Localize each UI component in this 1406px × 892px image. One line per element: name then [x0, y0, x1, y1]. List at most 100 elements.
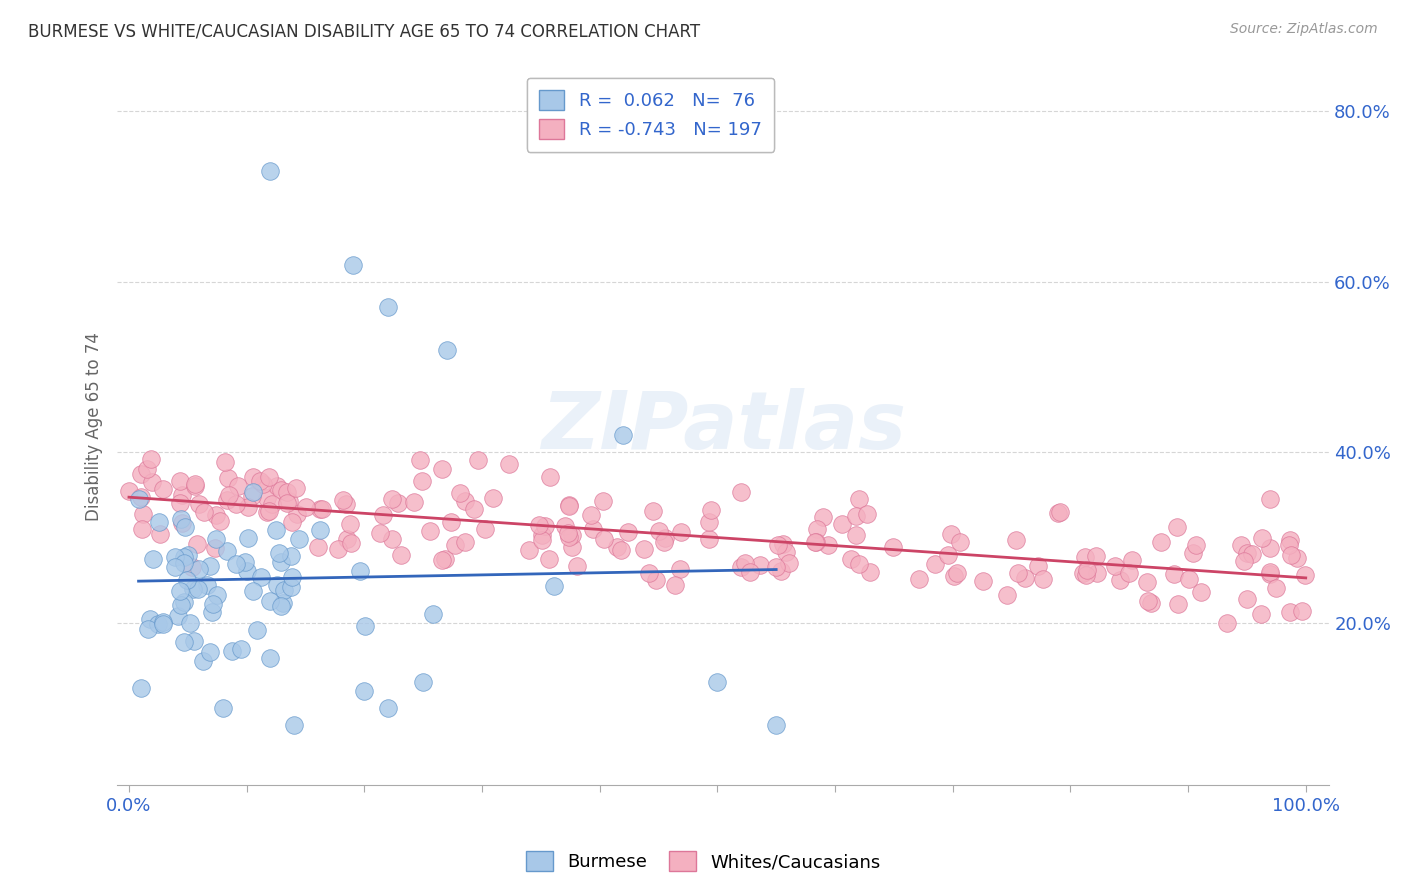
Point: [561, 528, 583, 542]
Point: [172, 516, 194, 530]
Point: [1251, 531, 1274, 545]
Point: [1278, 533, 1301, 547]
Point: [132, 507, 155, 521]
Point: [444, 538, 467, 552]
Point: [193, 505, 215, 519]
Point: [280, 549, 302, 563]
Point: [221, 644, 243, 658]
Point: [176, 573, 198, 587]
Point: [1076, 563, 1098, 577]
Point: [136, 622, 159, 636]
Point: [205, 588, 228, 602]
Point: [311, 502, 333, 516]
Point: [377, 300, 399, 314]
Point: [1236, 546, 1258, 560]
Point: [259, 594, 281, 608]
Point: [271, 596, 294, 610]
Point: [637, 566, 659, 580]
Point: [332, 493, 354, 508]
Point: [641, 503, 664, 517]
Point: [765, 718, 787, 732]
Point: [242, 584, 264, 599]
Point: [270, 599, 292, 613]
Text: Source: ZipAtlas.com: Source: ZipAtlas.com: [1230, 22, 1378, 37]
Point: [183, 633, 205, 648]
Point: [236, 564, 259, 578]
Point: [218, 488, 240, 502]
Point: [1278, 538, 1301, 552]
Point: [209, 514, 232, 528]
Point: [474, 522, 496, 536]
Point: [288, 532, 311, 546]
Point: [193, 654, 215, 668]
Point: [1258, 541, 1281, 555]
Point: [273, 583, 295, 598]
Text: BURMESE VS WHITE/CAUCASIAN DISABILITY AGE 65 TO 74 CORRELATION CHART: BURMESE VS WHITE/CAUCASIAN DISABILITY AG…: [28, 22, 700, 40]
Point: [592, 533, 614, 547]
Point: [204, 533, 226, 547]
Point: [419, 524, 441, 538]
Point: [517, 543, 540, 558]
Point: [270, 483, 292, 498]
Point: [308, 540, 330, 554]
Point: [449, 486, 471, 500]
Point: [806, 522, 828, 536]
Point: [1167, 597, 1189, 611]
Point: [1279, 605, 1302, 619]
Point: [118, 483, 141, 498]
Point: [152, 482, 174, 496]
Point: [256, 505, 278, 519]
Point: [1137, 593, 1160, 607]
Point: [1178, 572, 1201, 586]
Point: [184, 477, 207, 491]
Point: [149, 526, 172, 541]
Point: [946, 566, 969, 580]
Point: [882, 540, 904, 554]
Point: [769, 564, 792, 578]
Point: [217, 544, 239, 558]
Point: [1294, 568, 1316, 582]
Point: [129, 491, 152, 505]
Point: [236, 500, 259, 514]
Point: [432, 462, 454, 476]
Point: [217, 471, 239, 485]
Point: [700, 503, 723, 517]
Point: [1236, 591, 1258, 606]
Point: [195, 578, 218, 592]
Point: [163, 549, 186, 564]
Point: [530, 533, 553, 547]
Point: [152, 616, 174, 631]
Point: [804, 535, 827, 549]
Point: [848, 558, 870, 572]
Point: [817, 538, 839, 552]
Point: [1149, 535, 1171, 549]
Point: [1215, 615, 1237, 630]
Point: [181, 560, 204, 574]
Point: [284, 481, 307, 495]
Point: [924, 558, 946, 572]
Point: [169, 474, 191, 488]
Point: [353, 684, 375, 698]
Point: [309, 502, 332, 516]
Point: [381, 532, 404, 546]
Point: [654, 531, 676, 545]
Point: [246, 624, 269, 638]
Point: [412, 675, 434, 690]
Point: [527, 517, 550, 532]
Point: [482, 491, 505, 505]
Point: [804, 534, 827, 549]
Point: [173, 635, 195, 649]
Point: [557, 525, 579, 540]
Point: [236, 531, 259, 545]
Point: [283, 718, 305, 732]
Point: [260, 497, 283, 511]
Point: [257, 504, 280, 518]
Text: ZIPatlas: ZIPatlas: [541, 388, 905, 466]
Point: [530, 528, 553, 542]
Point: [285, 507, 308, 521]
Point: [257, 470, 280, 484]
Point: [543, 579, 565, 593]
Point: [381, 491, 404, 506]
Point: [669, 561, 692, 575]
Point: [669, 524, 692, 539]
